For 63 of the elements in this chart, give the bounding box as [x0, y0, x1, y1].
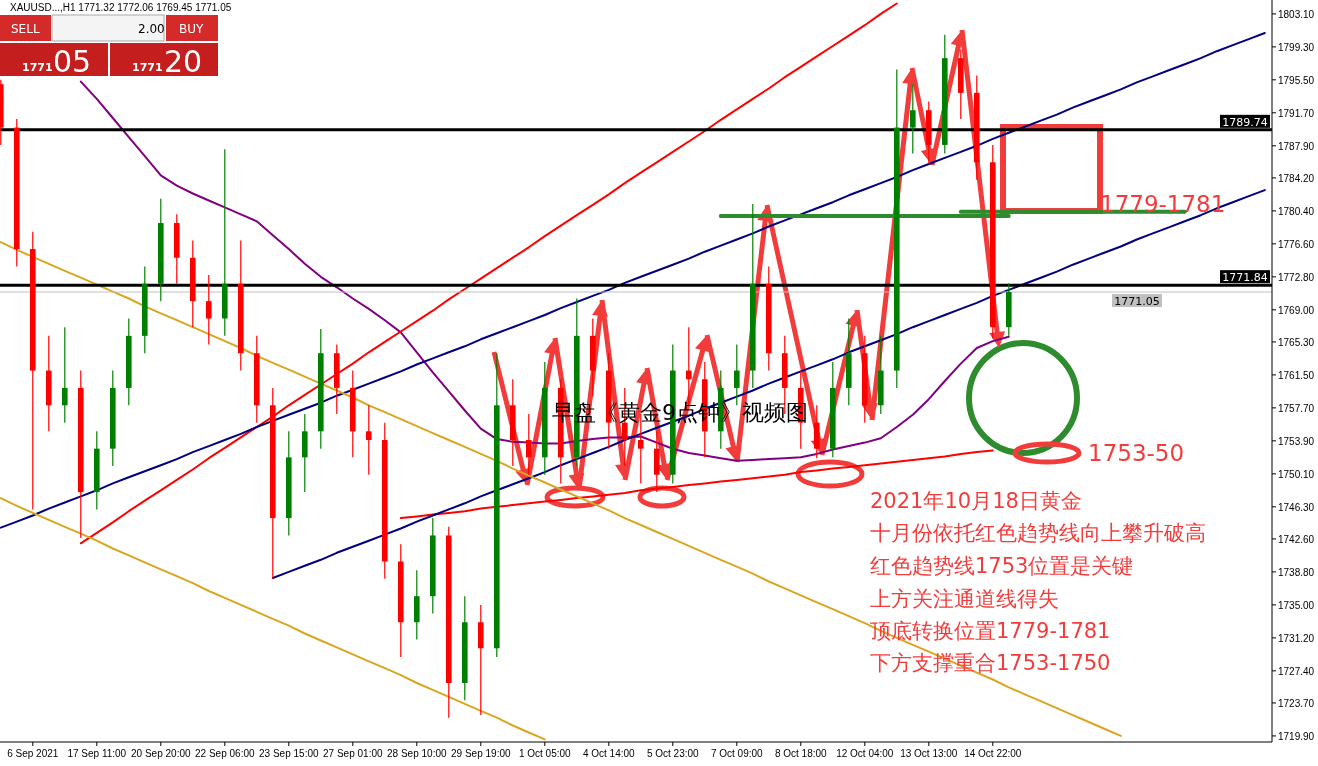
candlestick: [62, 326, 68, 424]
y-tick-label: 1787.90: [1278, 140, 1315, 152]
x-tick-label: 6 Sep 2021: [7, 748, 59, 759]
ref-line-label: 1771.84: [1222, 271, 1268, 285]
line-series: [271, 189, 1266, 579]
candlestick: [526, 413, 532, 476]
candlestick: [366, 404, 372, 476]
y-tick-label: 1731.20: [1278, 632, 1315, 644]
line-series: [0, 497, 546, 741]
chart-title: XAUUSD...,H1 1771.32 1772.06 1769.45 1771.05: [10, 2, 232, 13]
y-tick-label: 1757.70: [1278, 402, 1315, 414]
annotation: 上方关注通道线得失: [870, 587, 1059, 611]
y-tick-label: 1727.40: [1278, 665, 1315, 677]
x-tick-label: 27 Sep 01:00: [323, 748, 383, 759]
y-tick-label: 1719.90: [1278, 730, 1315, 742]
x-tick-label: 23 Sep 15:00: [259, 748, 319, 759]
x-tick-label: 20 Sep 20:00: [131, 748, 191, 759]
x-tick-label: 7 Oct 09:00: [710, 748, 764, 759]
annotation: BUY: [179, 22, 205, 36]
annotation: SELL: [11, 22, 40, 36]
x-tick-label: 13 Oct 13:00: [900, 748, 958, 759]
y-tick-label: 1735.00: [1278, 599, 1315, 611]
y-tick-label: 1772.80: [1278, 271, 1315, 283]
annotation: 十月份依托红色趋势线向上攀升破高: [870, 521, 1206, 545]
x-tick-label: 8 Oct 18:00: [774, 748, 828, 759]
y-tick-label: 1769.00: [1278, 304, 1315, 316]
line-series: [79, 80, 1010, 462]
annotation: 05: [53, 44, 92, 79]
x-tick-label: 28 Sep 10:00: [387, 748, 447, 759]
annotation: 2.00: [138, 22, 165, 36]
y-tick-label: 1765.30: [1278, 336, 1315, 348]
ref-line-label: 1771.05: [1114, 295, 1160, 309]
y-tick-label: 1753.90: [1278, 435, 1315, 447]
y-tick-label: 1780.40: [1278, 205, 1315, 217]
x-tick-label: 1 Oct 05:00: [518, 748, 572, 759]
ref-line-label: 1789.74: [1222, 115, 1268, 129]
y-tick-label: 1750.10: [1278, 468, 1315, 480]
annotation: 红色趋势线1753位置是关键: [870, 554, 1134, 578]
annotation: 20: [164, 44, 203, 79]
x-tick-label: 5 Oct 23:00: [646, 748, 700, 759]
x-tick-label: 29 Sep 19:00: [451, 748, 511, 759]
y-tick-label: 1723.70: [1278, 697, 1315, 709]
annotation: 1771: [132, 61, 163, 74]
annotation: 2021年10月18日黄金: [870, 489, 1082, 513]
y-tick-label: 1799.30: [1278, 41, 1315, 53]
x-tick-label: 14 Oct 22:00: [964, 748, 1022, 759]
x-tick-label: 4 Oct 14:00: [582, 748, 636, 759]
y-tick-label: 1791.70: [1278, 107, 1315, 119]
y-tick-label: 1742.60: [1278, 533, 1315, 545]
y-tick-label: 1776.60: [1278, 238, 1315, 250]
x-tick-label: 12 Oct 04:00: [836, 748, 894, 759]
y-tick-label: 1795.50: [1278, 74, 1315, 86]
x-tick-label: 22 Sep 06:00: [195, 748, 255, 759]
y-tick-label: 1746.30: [1278, 501, 1315, 513]
y-tick-label: 1761.50: [1278, 369, 1315, 381]
candlestick: [206, 274, 212, 346]
y-tick-label: 1738.80: [1278, 566, 1315, 578]
candlestick: [910, 83, 916, 155]
annotation: 1753-50: [1088, 440, 1185, 466]
y-tick-label: 1803.10: [1278, 8, 1315, 20]
x-tick-label: 17 Sep 11:00: [67, 748, 127, 759]
annotation: 1771: [22, 61, 53, 74]
y-tick-label: 1784.20: [1278, 172, 1315, 184]
